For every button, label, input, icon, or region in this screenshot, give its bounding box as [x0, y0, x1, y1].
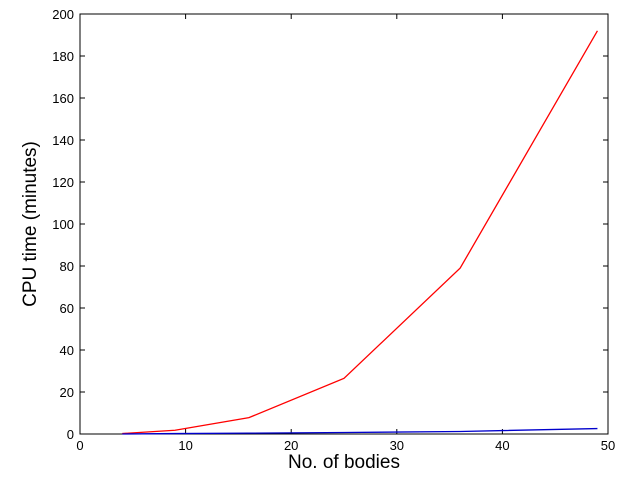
y-tick-label: 140 [52, 133, 74, 148]
y-tick-label: 80 [60, 259, 74, 274]
y-tick-label: 100 [52, 217, 74, 232]
x-tick-label: 20 [284, 438, 298, 453]
x-axis-title: No. of bodies [288, 452, 400, 473]
series-line [122, 427, 598, 435]
y-tick-label: 160 [52, 91, 74, 106]
y-axis-title: CPU time (minutes) [20, 141, 41, 307]
plot-frame [79, 13, 609, 435]
x-tick-label: 0 [76, 438, 83, 453]
x-tick-label: 40 [495, 438, 509, 453]
series-line [122, 30, 599, 435]
x-tick-label: 30 [390, 438, 404, 453]
y-tick-label: 40 [60, 343, 74, 358]
y-tick-label: 120 [52, 175, 74, 190]
y-tick-label: 20 [60, 385, 74, 400]
y-tick-label: 180 [52, 49, 74, 64]
x-tick-label: 50 [601, 438, 615, 453]
y-tick-label: 200 [52, 7, 74, 22]
y-tick-label: 0 [67, 427, 74, 442]
y-tick-label: 60 [60, 301, 74, 316]
x-tick-label: 10 [178, 438, 192, 453]
